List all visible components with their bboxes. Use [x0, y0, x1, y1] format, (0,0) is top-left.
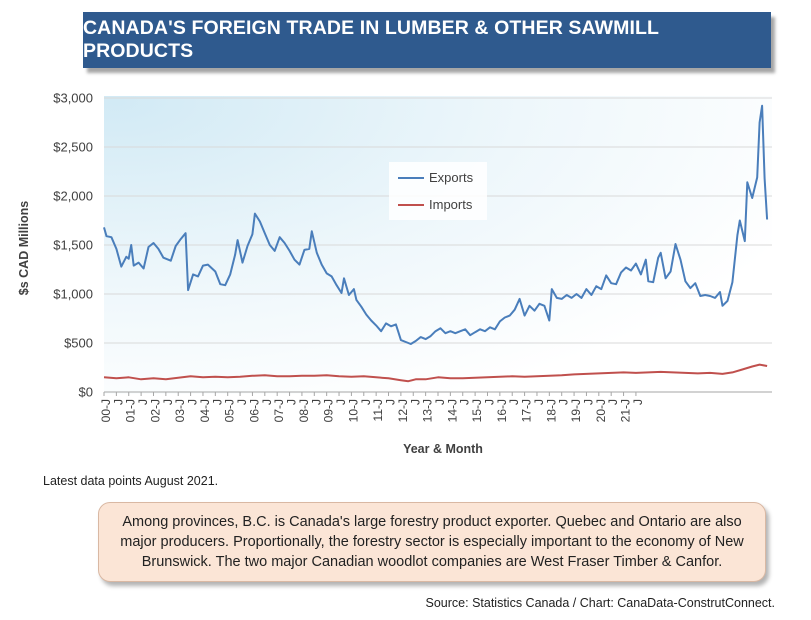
chart-title-banner: CANADA'S FOREIGN TRADE IN LUMBER & OTHER… — [83, 12, 771, 68]
x-tick-label: 19-J — [569, 399, 583, 422]
x-tick-label: 21-J — [619, 399, 633, 422]
x-tick-label: 01-J — [124, 399, 138, 422]
x-tick-label: J — [433, 399, 447, 405]
x-tick-label: 07-J — [272, 399, 286, 422]
x-tick-label: J — [161, 399, 175, 405]
x-tick-label: 16-J — [495, 399, 509, 422]
source-credit: Source: Statistics Canada / Chart: CanaD… — [425, 596, 775, 610]
x-axis-ticks: 00-JJ01-JJ02-JJ03-JJ04-JJ05-JJ06-JJ07-JJ… — [99, 392, 645, 422]
latest-data-note: Latest data points August 2021. — [43, 474, 219, 488]
x-tick-label: J — [359, 399, 373, 405]
x-tick-label: 18-J — [544, 399, 558, 422]
x-tick-label: J — [136, 399, 150, 405]
y-tick-label: $2,000 — [53, 189, 93, 204]
x-tick-label: 08-J — [297, 399, 311, 422]
x-tick-label: 14-J — [445, 399, 459, 422]
x-tick-label: J — [309, 399, 323, 405]
series-line-imports — [103, 363, 768, 383]
x-tick-label: 15-J — [470, 399, 484, 422]
y-tick-label: $1,500 — [53, 238, 93, 253]
commentary-callout: Among provinces, B.C. is Canada's large … — [98, 502, 766, 582]
x-tick-label: J — [482, 399, 496, 405]
y-tick-label: $1,000 — [53, 287, 93, 302]
x-tick-label: J — [235, 399, 249, 405]
x-tick-label: J — [210, 399, 224, 405]
chart-title: CANADA'S FOREIGN TRADE IN LUMBER & OTHER… — [83, 17, 659, 62]
y-tick-label: $0 — [79, 385, 93, 400]
y-tick-label: $3,000 — [53, 91, 93, 106]
x-tick-label: J — [557, 399, 571, 405]
x-tick-label: 13-J — [421, 399, 435, 422]
series-line-exports — [103, 104, 769, 345]
x-tick-label: J — [581, 399, 595, 405]
y-tick-label: $2,500 — [53, 140, 93, 155]
legend-imports-label: Imports — [429, 197, 473, 212]
legend: Exports Imports — [389, 162, 487, 220]
x-tick-label: J — [334, 399, 348, 405]
x-tick-label: 20-J — [594, 399, 608, 422]
x-tick-label: J — [532, 399, 546, 405]
x-tick-label: J — [260, 399, 274, 405]
x-tick-label: 00-J — [99, 399, 113, 422]
commentary-text: Among provinces, B.C. is Canada's large … — [120, 514, 744, 570]
x-tick-label: J — [285, 399, 299, 405]
x-tick-label: J — [186, 399, 200, 405]
x-tick-label: 03-J — [173, 399, 187, 422]
legend-box — [389, 162, 487, 220]
x-tick-label: J — [408, 399, 422, 405]
x-tick-label: J — [458, 399, 472, 405]
y-axis-label: $s CAD Millions — [17, 201, 31, 296]
x-tick-label: 10-J — [346, 399, 360, 422]
x-tick-label: 04-J — [198, 399, 212, 422]
x-tick-label: 12-J — [396, 399, 410, 422]
x-tick-label: 02-J — [148, 399, 162, 422]
x-axis-label: Year & Month — [403, 442, 483, 456]
legend-exports-label: Exports — [429, 170, 474, 185]
y-tick-label: $500 — [64, 336, 93, 351]
x-tick-label: J — [507, 399, 521, 405]
x-tick-label: J — [606, 399, 620, 405]
x-tick-label: 06-J — [247, 399, 261, 422]
x-tick-label: 11-J — [371, 399, 385, 421]
trade-chart: $0 $500 $1,000 $1,500 $2,000 $2,500 $3,000 00-… — [17, 91, 772, 456]
x-tick-label: J — [631, 399, 645, 405]
series-lines — [103, 104, 769, 383]
x-tick-label: 09-J — [322, 399, 336, 422]
y-axis-ticks: $0 $500 $1,000 $1,500 $2,000 $2,500 $3,000 — [53, 91, 93, 400]
x-tick-label: 17-J — [520, 399, 534, 422]
x-tick-label: J — [111, 399, 125, 405]
x-tick-label: 05-J — [223, 399, 237, 422]
x-tick-label: J — [384, 399, 398, 405]
